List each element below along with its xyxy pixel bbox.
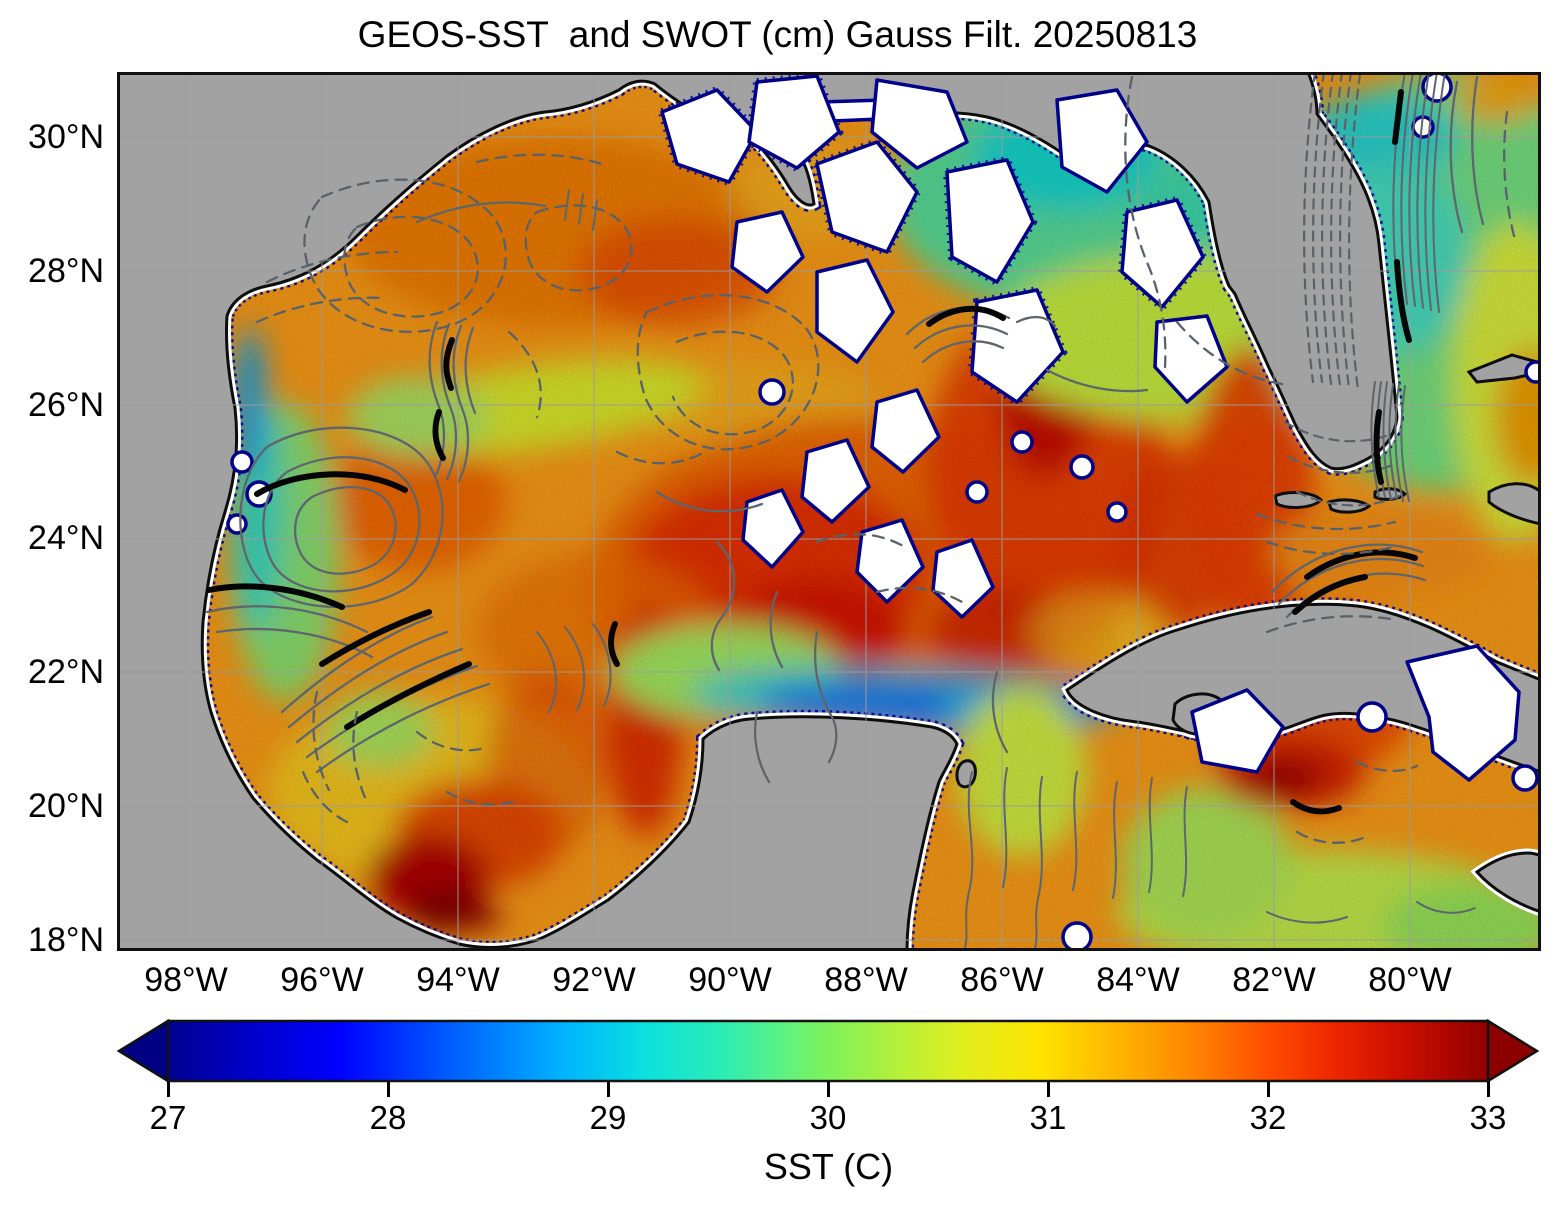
x-tick-label: 80°W (1368, 961, 1452, 999)
colorbar-tick-mark (827, 1081, 830, 1097)
x-tick-label: 94°W (416, 961, 500, 999)
plot-border (117, 72, 1541, 951)
y-tick-label: 20°N (28, 787, 104, 825)
colorbar-tick-label: 31 (1029, 1099, 1067, 1136)
cloud-layer (226, 72, 1541, 951)
colorbar-axis-label: SST (C) (763, 1146, 894, 1187)
x-tick-label: 84°W (1096, 961, 1180, 999)
colorbar-tick-mark (607, 1081, 610, 1097)
x-tick-label: 98°W (144, 961, 228, 999)
colorbar-tick-mark (1047, 1081, 1050, 1097)
map-canvas (117, 72, 1541, 951)
colorbar-tick-label: 32 (1249, 1099, 1287, 1136)
grid-layer (117, 72, 1541, 951)
colorbar (116, 1018, 1540, 1084)
colorbar-tick-label: 30 (809, 1099, 847, 1136)
colorbar-gradient-bar (166, 1019, 1490, 1083)
colorbar-tick-label: 33 (1469, 1099, 1507, 1136)
colorbar-left-arrow (116, 1018, 170, 1084)
y-tick-label: 24°N (28, 519, 104, 558)
swot-contour-layer (205, 72, 1517, 949)
colorbar-tick-label: 27 (149, 1099, 187, 1136)
figure-title: GEOS-SST and SWOT (cm) Gauss Filt. 20250… (357, 14, 1198, 55)
y-tick-label: 18°N (28, 920, 104, 959)
x-tick-label: 90°W (688, 961, 772, 999)
x-tick-label: 82°W (1232, 961, 1316, 999)
colorbar-tick-label: 28 (369, 1099, 407, 1136)
x-tick-label: 86°W (960, 961, 1044, 999)
colorbar-tick-mark (1487, 1081, 1490, 1097)
colorbar-tick-mark (167, 1081, 170, 1097)
x-tick-label: 88°W (824, 961, 908, 999)
x-tick-label: 92°W (552, 961, 636, 999)
y-tick-label: 28°N (28, 251, 104, 290)
colorbar-right-arrow (1486, 1018, 1540, 1084)
y-tick-label: 30°N (28, 118, 104, 156)
y-tick-label: 26°N (28, 385, 104, 424)
y-tick-label: 22°N (28, 653, 104, 692)
x-tick-label: 96°W (280, 961, 364, 999)
colorbar-tick-mark (387, 1081, 390, 1097)
map-plot-area (117, 72, 1541, 951)
colorbar-tick-mark (1267, 1081, 1270, 1097)
colorbar-tick-label: 29 (589, 1099, 627, 1136)
